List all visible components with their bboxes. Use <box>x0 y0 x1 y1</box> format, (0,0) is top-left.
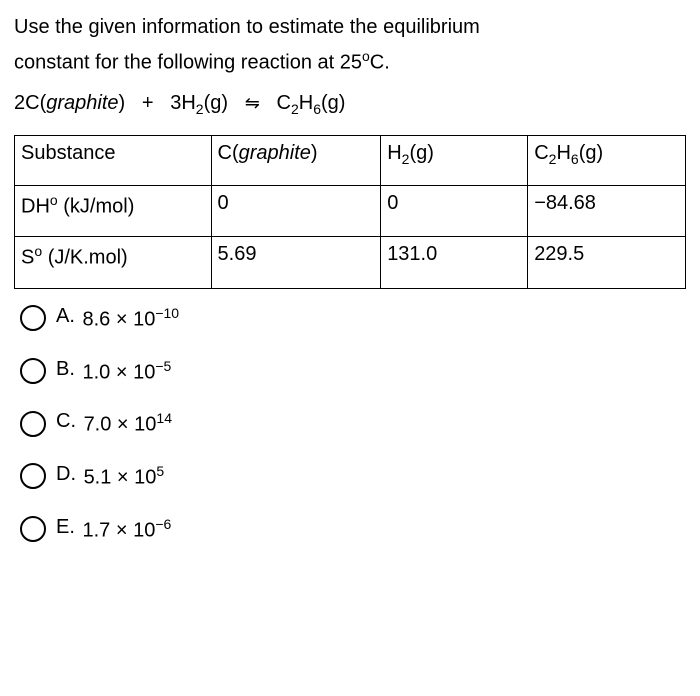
opt-a-letter: A. <box>56 305 75 328</box>
r1-la: DH <box>21 195 50 217</box>
table-header-row: Substance C(graphite) H2(g) C2H6(g) <box>15 135 686 185</box>
opt-b-exp: −5 <box>155 358 171 374</box>
option-e-label: E. 1.7 × 10−6 <box>56 516 171 543</box>
row2-label: So (J/K.mol) <box>15 237 212 289</box>
th-c2b: (g) <box>409 142 433 164</box>
th-c1c: ) <box>311 142 318 164</box>
prompt-line-2: constant for the following reaction at 2… <box>14 46 686 78</box>
opt-d-letter: D. <box>56 463 76 486</box>
eq-lhs1-close: ) <box>119 92 126 114</box>
row1-v2: 0 <box>381 185 528 237</box>
answer-options: A. 8.6 × 10−10 B. 1.0 × 10−5 C. 7.0 × 10… <box>14 305 686 542</box>
prompt-line-2a: constant for the following reaction at 2… <box>14 52 362 74</box>
r2-sup: o <box>34 243 42 259</box>
option-b-label: B. 1.0 × 10−5 <box>56 358 171 385</box>
opt-b-letter: B. <box>56 358 75 381</box>
th-c2h6g: C2H6(g) <box>528 135 686 185</box>
eq-lhs2-coef: 3H <box>170 92 196 114</box>
table-row-s: So (J/K.mol) 5.69 131.0 229.5 <box>15 237 686 289</box>
prompt-line-2b: C. <box>370 52 390 74</box>
row2-v3: 229.5 <box>528 237 686 289</box>
th-c1b: graphite <box>239 142 311 164</box>
eq-rhs-h: H <box>299 92 313 114</box>
opt-e-letter: E. <box>56 516 75 539</box>
prompt-line-1: Use the given information to estimate th… <box>14 12 686 42</box>
eq-rhs-sub2: 6 <box>313 101 321 117</box>
option-a[interactable]: A. 8.6 × 10−10 <box>20 305 686 332</box>
th-c3c: (g) <box>579 142 603 164</box>
opt-c-letter: C. <box>56 410 76 433</box>
th-c1a: C( <box>218 142 239 164</box>
row1-v1: 0 <box>211 185 381 237</box>
opt-e-base: 1.7 × 10 <box>82 519 155 541</box>
reaction-equation: 2C(graphite) + 3H2(g) ⇋ C2H6(g) <box>14 92 686 117</box>
row1-label: DHo (kJ/mol) <box>15 185 212 237</box>
th-c3a: C <box>534 142 548 164</box>
opt-d-exp: 5 <box>156 463 164 479</box>
row2-v2: 131.0 <box>381 237 528 289</box>
r2-lb: (J/K.mol) <box>42 247 128 269</box>
th-h2g: H2(g) <box>381 135 528 185</box>
eq-arrow: ⇋ <box>245 93 260 113</box>
eq-lhs1-state: graphite <box>46 92 118 114</box>
radio-b[interactable] <box>20 358 46 384</box>
th-c3b: H <box>556 142 570 164</box>
option-d[interactable]: D. 5.1 × 105 <box>20 463 686 490</box>
opt-e-exp: −6 <box>155 516 171 532</box>
opt-c-base: 7.0 × 10 <box>84 414 157 436</box>
option-a-label: A. 8.6 × 10−10 <box>56 305 179 332</box>
th-c-graphite: C(graphite) <box>211 135 381 185</box>
eq-rhs-state: (g) <box>321 92 345 114</box>
row1-v3: −84.68 <box>528 185 686 237</box>
eq-rhs-sub1: 2 <box>291 101 299 117</box>
th-c2a: H <box>387 142 401 164</box>
option-e[interactable]: E. 1.7 × 10−6 <box>20 516 686 543</box>
option-b[interactable]: B. 1.0 × 10−5 <box>20 358 686 385</box>
r2-la: S <box>21 247 34 269</box>
radio-a[interactable] <box>20 305 46 331</box>
opt-d-base: 5.1 × 10 <box>84 467 157 489</box>
thermo-data-table: Substance C(graphite) H2(g) C2H6(g) DHo … <box>14 135 686 289</box>
th-substance: Substance <box>15 135 212 185</box>
eq-lhs1-coef: 2C( <box>14 92 46 114</box>
eq-plus: + <box>142 92 154 114</box>
r1-sup: o <box>50 192 58 208</box>
r1-lb: (kJ/mol) <box>58 195 135 217</box>
opt-a-base: 8.6 × 10 <box>82 309 155 331</box>
row2-v1: 5.69 <box>211 237 381 289</box>
opt-c-exp: 14 <box>156 410 172 426</box>
option-c-label: C. 7.0 × 1014 <box>56 410 172 437</box>
degree-sup: o <box>362 48 370 64</box>
radio-e[interactable] <box>20 516 46 542</box>
option-c[interactable]: C. 7.0 × 1014 <box>20 410 686 437</box>
radio-c[interactable] <box>20 411 46 437</box>
opt-a-exp: −10 <box>155 305 179 321</box>
radio-d[interactable] <box>20 463 46 489</box>
option-d-label: D. 5.1 × 105 <box>56 463 164 490</box>
eq-lhs2-state: (g) <box>204 92 228 114</box>
th-c3s2: 6 <box>571 151 579 167</box>
eq-lhs2-sub: 2 <box>196 101 204 117</box>
table-row-dh: DHo (kJ/mol) 0 0 −84.68 <box>15 185 686 237</box>
eq-rhs-c: C <box>276 92 290 114</box>
opt-b-base: 1.0 × 10 <box>82 361 155 383</box>
